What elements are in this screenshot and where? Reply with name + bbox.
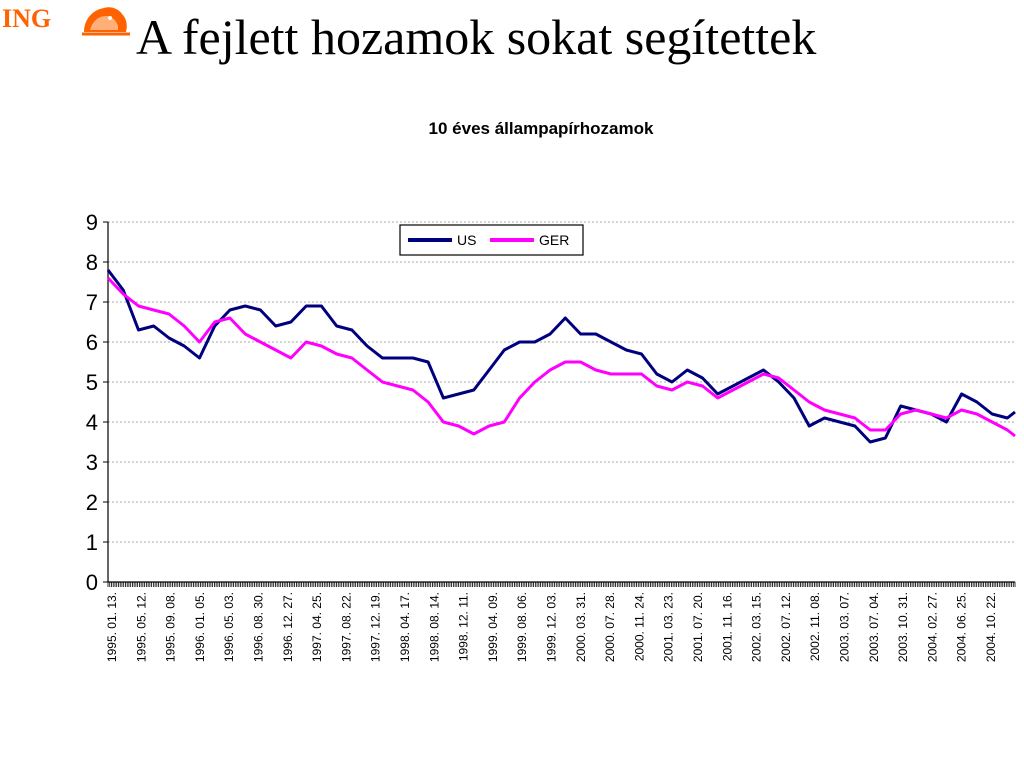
x-tick-label: 2003. 07. 04. (867, 592, 881, 662)
x-tick-label: 2002. 03. 15. (750, 592, 764, 662)
x-tick-label: 2004. 02. 27. (925, 592, 939, 662)
series-lines (106, 269, 1016, 444)
grid-lines (108, 221, 1015, 543)
series-line-us (106, 269, 1016, 444)
x-tick-label: 2003. 10. 31. (896, 592, 910, 662)
x-tick-label: 2003. 03. 07. (838, 592, 852, 662)
legend: US GER (399, 224, 584, 256)
x-tick-label: 1995. 09. 08. (164, 592, 178, 662)
y-tick-label: 9 (86, 210, 98, 235)
x-axis: 1995. 01. 13. 1995. 05. 12. 1995. 09. 08. 1… (105, 581, 1016, 662)
y-tick-label: 8 (86, 250, 98, 275)
x-tick-label: 1998. 04. 17. (398, 592, 412, 662)
x-tick-label: 1997. 12. 19. (369, 592, 383, 662)
ing-logo: ING (0, 0, 140, 40)
y-axis: 0 1 2 3 4 5 6 7 8 9 (86, 210, 109, 595)
lion-icon (82, 7, 130, 36)
x-tick-label: 1996. 05. 03. (222, 592, 236, 662)
x-tick-label: 2004. 10. 22. (984, 592, 998, 662)
y-tick-label: 5 (86, 370, 98, 395)
x-tick-label: 1995. 01. 13. (105, 592, 119, 662)
ing-logo-text: ING (2, 4, 52, 33)
legend-label-us: US (457, 232, 476, 248)
x-tick-label: 1996. 08. 30. (252, 592, 266, 662)
x-tick-label: 2000. 07. 28. (603, 592, 617, 662)
x-tick-label: 2001. 03. 23. (662, 592, 676, 662)
y-tick-label: 4 (86, 410, 98, 435)
x-tick-marks (107, 582, 1016, 587)
y-tick-label: 3 (86, 450, 98, 475)
series-line-ger (106, 276, 1016, 438)
legend-label-ger: GER (539, 232, 569, 248)
y-tick-label: 1 (86, 530, 98, 555)
x-tick-label: 1999. 04. 09. (486, 592, 500, 662)
x-tick-label: 1996. 12. 27. (281, 592, 295, 662)
x-tick-label: 1999. 12. 03. (545, 592, 559, 662)
x-tick-label: 1997. 08. 22. (339, 592, 353, 662)
x-tick-label: 2000. 11. 24. (632, 592, 646, 661)
x-tick-label: 2001. 07. 20. (691, 592, 705, 662)
x-tick-label: 1998. 08. 14. (427, 592, 441, 662)
x-tick-label: 1995. 05. 12. (134, 592, 148, 662)
x-tick-label: 1998. 12. 11. (457, 592, 471, 661)
x-tick-label: 1996. 01. 05. (193, 592, 207, 662)
x-tick-label: 2001. 11. 16. (720, 592, 734, 661)
y-tick-label: 7 (86, 290, 98, 315)
y-tick-label: 0 (86, 570, 98, 595)
x-tick-label: 2000. 03. 31. (574, 592, 588, 662)
x-tick-label: 2004. 06. 25. (955, 592, 969, 662)
y-tick-label: 2 (86, 490, 98, 515)
chart-title: 10 éves állampapírhozamok (429, 119, 654, 138)
slide-title: A fejlett hozamok sokat segítettek (136, 9, 817, 65)
x-tick-label: 2002. 07. 12. (779, 592, 793, 662)
x-tick-label: 1997. 04. 25. (310, 592, 324, 662)
x-tick-label: 2002. 11. 08. (808, 592, 822, 661)
x-tick-label: 1999. 08. 06. (515, 592, 529, 662)
y-tick-label: 6 (86, 330, 98, 355)
